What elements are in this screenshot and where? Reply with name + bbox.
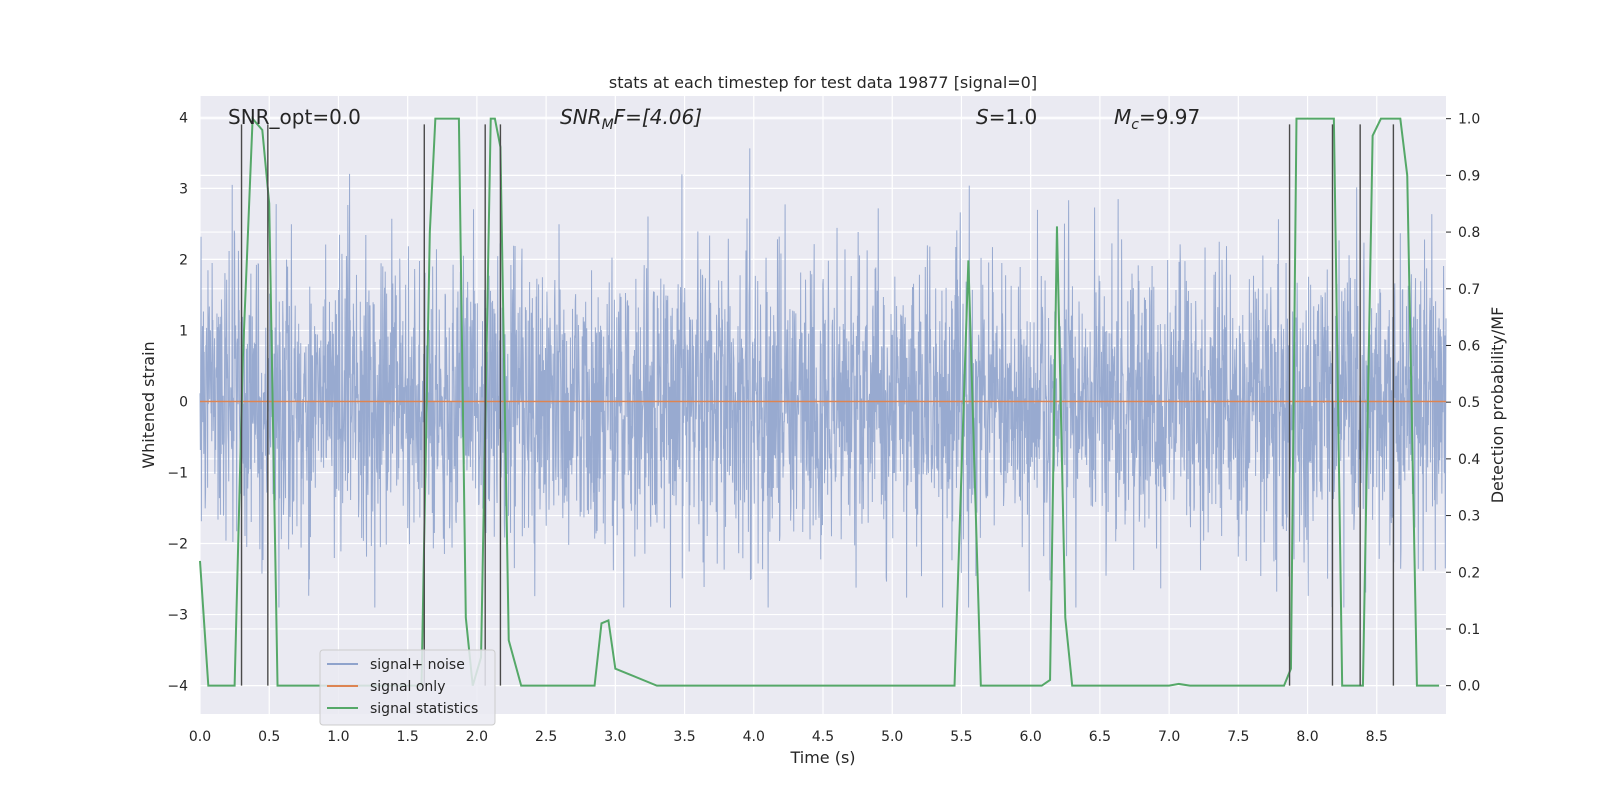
y-left-tick-label: −3 xyxy=(167,608,188,624)
y-right-tick-label: 0.6 xyxy=(1458,338,1480,354)
y-axis-right-label: Detection probability/MF xyxy=(1488,307,1507,504)
x-tick-label: 3.5 xyxy=(673,729,695,745)
x-tick-label: 5.5 xyxy=(950,729,972,745)
y-right-tick-label: 0.5 xyxy=(1458,395,1480,411)
x-tick-label: 2.5 xyxy=(535,729,557,745)
y-left-tick-label: −1 xyxy=(167,465,188,481)
x-tick-label: 8.0 xyxy=(1296,729,1318,745)
y-left-tick-label: 4 xyxy=(179,110,188,126)
y-left-tick-label: 2 xyxy=(179,252,188,268)
y-right-tick-label: 0.0 xyxy=(1458,679,1480,695)
x-tick-label: 1.5 xyxy=(397,729,419,745)
legend-label-signal-noise: signal+ noise xyxy=(370,657,465,673)
legend-label-signal-only: signal only xyxy=(370,679,445,695)
x-tick-label: 4.5 xyxy=(812,729,834,745)
y-right-tick-label: 0.2 xyxy=(1458,565,1480,581)
y-left-tick-label: 0 xyxy=(179,394,188,410)
y-left-tick-label: 3 xyxy=(179,181,188,197)
y-axis-right-ticks: 1.0 0.9 0.8 0.7 0.6 0.5 0.4 0.3 0.2 0.1 0.0 xyxy=(1446,112,1480,695)
y-left-tick-label: −2 xyxy=(167,537,188,553)
y-right-tick-label: 0.8 xyxy=(1458,225,1480,241)
x-tick-label: 1.0 xyxy=(327,729,349,745)
vertical-markers xyxy=(240,124,1395,686)
y-axis-left-label: Whitened strain xyxy=(139,341,158,468)
signal-statistics-series xyxy=(199,116,1440,687)
y-left-tick-label: 1 xyxy=(179,323,188,339)
annotation-snr-mf: SNRMF=[4.06] xyxy=(560,105,702,133)
x-tick-label: 5.0 xyxy=(881,729,903,745)
x-tick-label: 2.0 xyxy=(466,729,488,745)
annotation-s: S=1.0 xyxy=(976,105,1037,129)
y-left-tick-label: −4 xyxy=(167,679,188,695)
x-axis-label: Time (s) xyxy=(789,748,855,767)
annotation-mc: Mc=9.97 xyxy=(1114,105,1200,133)
signal-noise-line xyxy=(199,148,1447,608)
y-right-tick-label: 0.1 xyxy=(1458,622,1480,638)
annotation-s-main: S xyxy=(976,105,989,129)
annotation-mc-tail: =9.97 xyxy=(1139,105,1200,129)
annotation-snr-mf-tail: F=[4.06] xyxy=(614,105,702,129)
x-tick-label: 8.5 xyxy=(1366,729,1388,745)
y-right-tick-label: 0.9 xyxy=(1458,168,1480,184)
legend-box xyxy=(319,649,496,726)
annotation-s-tail: =1.0 xyxy=(989,105,1038,129)
y-axis-left-ticks: 4 3 2 1 0 −1 −2 −3 −4 xyxy=(167,110,188,694)
x-tick-label: 6.0 xyxy=(1020,729,1042,745)
x-tick-label: 7.0 xyxy=(1158,729,1180,745)
chart-title: stats at each timestep for test data 198… xyxy=(609,73,1037,92)
x-tick-label: 4.0 xyxy=(743,729,765,745)
annotation-snr-mf-main: SNR xyxy=(560,105,602,129)
signal-statistics-line xyxy=(199,116,1440,687)
signal-noise-series xyxy=(199,148,1447,608)
annotation-mc-main: M xyxy=(1114,105,1131,129)
annotation-snr-mf-sub: M xyxy=(602,117,614,133)
x-tick-label: 7.5 xyxy=(1227,729,1249,745)
x-tick-label: 0.5 xyxy=(258,729,280,745)
y-right-tick-label: 0.4 xyxy=(1458,452,1480,468)
y-right-tick-label: 1.0 xyxy=(1458,112,1480,128)
y-right-tick-label: 0.3 xyxy=(1458,509,1480,525)
x-axis-ticks: 0.0 0.5 1.0 1.5 2.0 2.5 3.0 3.5 4.0 4.5 5.0 5.5 6.0 6… xyxy=(189,729,1388,745)
annotation-mc-sub: c xyxy=(1131,117,1139,133)
legend: signal+ noise signal only signal statist… xyxy=(319,649,496,726)
annotation-snr-opt: SNR_opt=0.0 xyxy=(228,105,361,129)
legend-label-signal-statistics: signal statistics xyxy=(370,701,478,717)
x-tick-label: 0.0 xyxy=(189,729,211,745)
x-tick-label: 6.5 xyxy=(1089,729,1111,745)
y-right-tick-label: 0.7 xyxy=(1458,282,1480,298)
x-tick-label: 3.0 xyxy=(604,729,626,745)
